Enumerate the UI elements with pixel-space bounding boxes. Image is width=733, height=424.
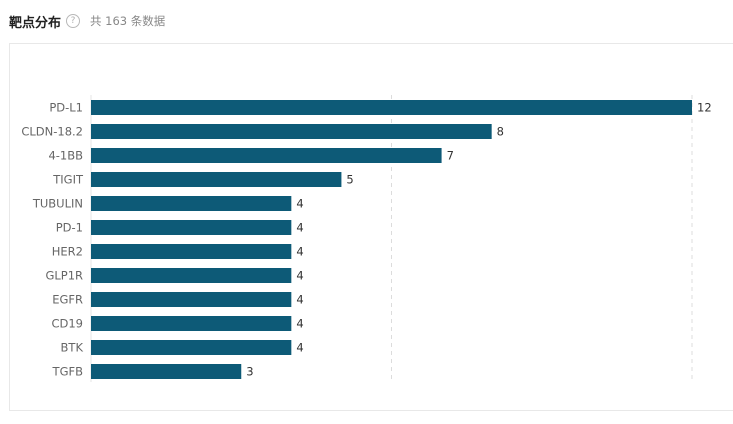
y-tick-label-5: PD-1 [56, 221, 83, 235]
bar-3[interactable] [91, 172, 342, 187]
data-label-4: 4 [296, 197, 303, 211]
bar-11[interactable] [91, 364, 242, 379]
data-label-9: 4 [296, 317, 303, 331]
y-tick-label-11: TGFB [52, 365, 84, 379]
data-label-6: 4 [296, 245, 303, 259]
data-label-2: 7 [447, 149, 454, 163]
data-label-1: 8 [497, 125, 504, 139]
y-tick-label-4: TUBULIN [32, 197, 83, 211]
bar-5[interactable] [91, 220, 292, 235]
data-label-3: 5 [346, 173, 353, 187]
data-label-7: 4 [296, 269, 303, 283]
chart-header: 靶点分布 ? 共 163 条数据 [9, 10, 165, 32]
y-tick-label-8: EGFR [52, 293, 83, 307]
y-tick-label-10: BTK [61, 341, 84, 355]
data-label-0: 12 [697, 101, 712, 115]
y-tick-label-9: CD19 [51, 317, 83, 331]
bar-2[interactable] [91, 148, 442, 163]
data-label-5: 4 [296, 221, 303, 235]
y-tick-label-2: 4-1BB [48, 149, 83, 163]
data-label-11: 3 [246, 365, 253, 379]
chart-panel: PD-L1 12 CLDN-18.2 8 4-1BB 7 TIGIT 5 TUBULIN 4 PD-… [9, 43, 733, 411]
bar-8[interactable] [91, 292, 292, 307]
data-label-8: 4 [296, 293, 303, 307]
chart-title: 靶点分布 [9, 15, 62, 31]
bar-10[interactable] [91, 340, 292, 355]
y-tick-label-7: GLP1R [45, 269, 83, 283]
bar-chart: PD-L1 12 CLDN-18.2 8 4-1BB 7 TIGIT 5 TUBULIN 4 PD-… [21, 95, 712, 382]
data-label-10: 4 [296, 341, 303, 355]
bar-6[interactable] [91, 244, 292, 259]
y-tick-label-0: PD-L1 [49, 101, 83, 115]
bar-1[interactable] [91, 124, 492, 139]
record-count: 共 163 条数据 [90, 14, 166, 28]
bar-4[interactable] [91, 196, 292, 211]
y-tick-label-1: CLDN-18.2 [21, 125, 83, 139]
y-tick-label-6: HER2 [52, 245, 83, 259]
y-tick-label-3: TIGIT [52, 173, 84, 187]
bar-7[interactable] [91, 268, 292, 283]
help-icon[interactable]: ? [66, 14, 81, 28]
bar-9[interactable] [91, 316, 292, 331]
bar-0[interactable] [91, 100, 692, 115]
